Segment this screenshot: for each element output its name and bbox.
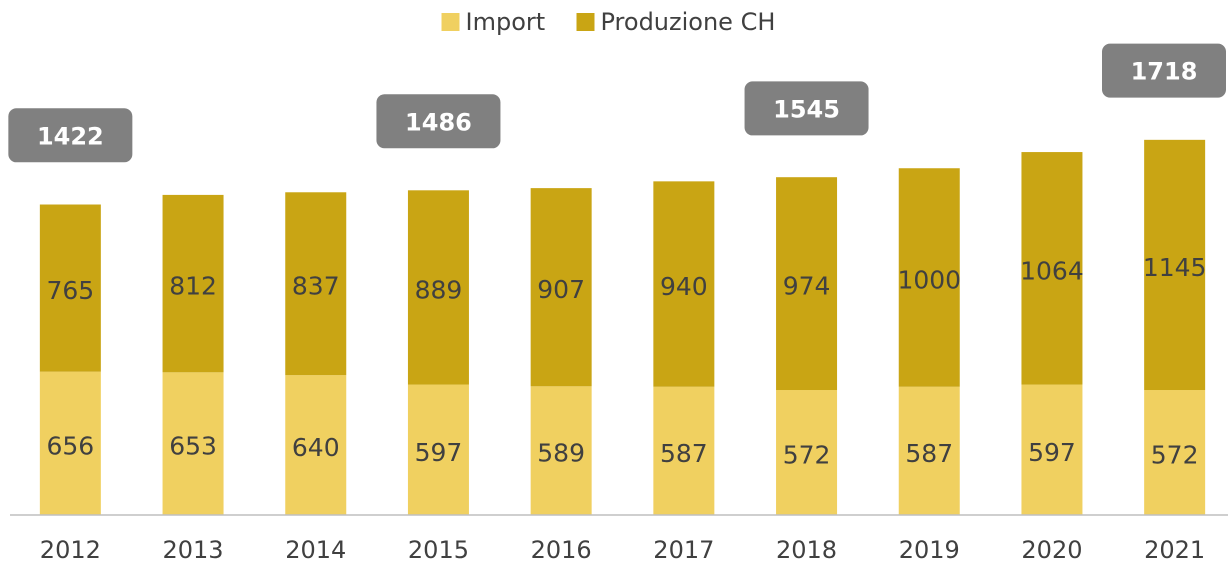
total-box (8, 108, 133, 163)
bar-segment (39, 371, 101, 515)
bar-segment (653, 386, 715, 515)
data-label: 587 (660, 439, 708, 468)
bar-segment (898, 168, 960, 387)
bar-segment (162, 194, 224, 373)
x-tick-label: 2014 (285, 536, 346, 564)
data-label: 907 (537, 275, 585, 304)
data-label: 597 (1028, 438, 1076, 467)
bar-segment (39, 204, 101, 372)
bar-segment (162, 372, 224, 515)
data-label: 589 (537, 439, 585, 468)
data-label: 1000 (897, 265, 961, 294)
x-tick-label: 2016 (531, 536, 592, 564)
data-label: 765 (46, 276, 94, 305)
data-label: 640 (292, 433, 340, 462)
data-label: 572 (1151, 441, 1199, 470)
bar-segment (1144, 390, 1206, 515)
bar-segment (1021, 384, 1083, 515)
data-label: 812 (169, 272, 217, 301)
data-label: 1145 (1143, 253, 1207, 282)
data-label: 889 (415, 275, 463, 304)
data-label: 837 (292, 272, 340, 301)
bar-segment (530, 386, 592, 515)
total-box (1102, 43, 1226, 98)
x-tick-label: 2013 (163, 536, 224, 564)
data-label: 653 (169, 432, 217, 461)
x-tick-label: 2021 (1144, 536, 1205, 564)
x-tick-label: 2019 (899, 536, 960, 564)
bar-segment (1144, 139, 1206, 391)
total-label: 1422 (37, 122, 104, 150)
data-label: 940 (660, 272, 708, 301)
total-label: 1486 (405, 108, 472, 136)
legend-label: Produzione CH (601, 8, 776, 36)
data-label: 597 (415, 438, 463, 467)
legend-label: Import (466, 8, 546, 36)
x-tick-label: 2020 (1021, 536, 1082, 564)
total-box (744, 81, 869, 136)
x-tick-label: 2012 (40, 536, 101, 564)
x-tick-label: 2015 (408, 536, 469, 564)
total-label: 1545 (773, 95, 840, 123)
bar-segment (407, 384, 469, 515)
legend-swatch (441, 13, 460, 31)
data-label: 1064 (1020, 256, 1084, 285)
bar-segment (285, 375, 347, 515)
x-tick-label: 2018 (776, 536, 837, 564)
bar-segment (653, 181, 715, 387)
x-tick-label: 2017 (653, 536, 714, 564)
total-box (376, 94, 501, 149)
bar-segment (1021, 152, 1083, 385)
legend-swatch (576, 13, 595, 31)
data-label: 974 (783, 272, 831, 301)
total-label: 1718 (1131, 58, 1198, 86)
bar-segment (776, 177, 838, 391)
bar-segment (407, 190, 469, 385)
bar-segment (285, 192, 347, 376)
data-label: 656 (46, 431, 94, 460)
data-label: 587 (905, 439, 953, 468)
bar-segment (530, 188, 592, 387)
data-label: 572 (783, 441, 831, 470)
bar-segment (776, 390, 838, 515)
bar-segment (898, 386, 960, 515)
